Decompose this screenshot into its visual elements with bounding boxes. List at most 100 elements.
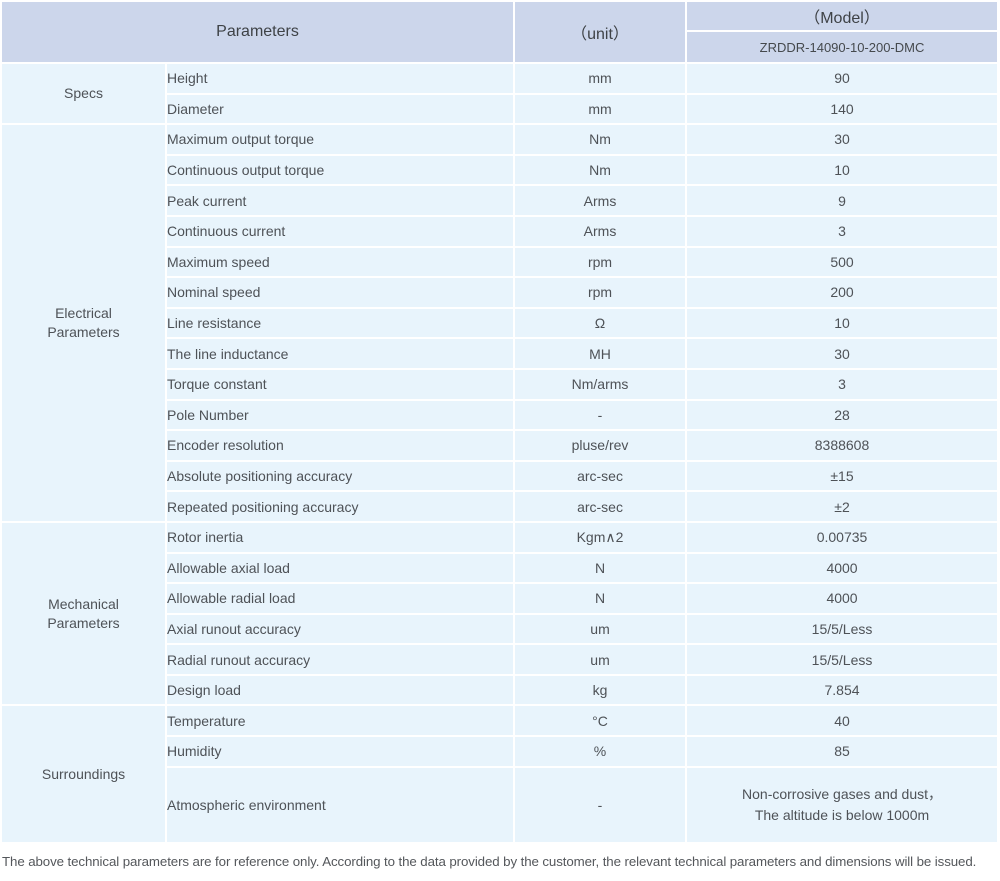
unit-cell: - [515,400,686,430]
category-cell-specs: Specs [2,64,165,124]
table-row: Continuous current Arms 3 [2,216,998,246]
table-row: Surroundings Temperature °C 40 [2,706,998,842]
value-cell: 200 [687,278,998,307]
unit-cell: - [515,767,686,842]
table-row: Line resistance Ω 10 [2,308,998,338]
table-row: Repeated positioning accuracy arc-sec ±2 [2,492,998,521]
param-cell: Line resistance [167,308,514,338]
table-row: Design load kg 7.854 [2,675,998,705]
disclaimer-note: The above technical parameters are for r… [2,853,977,869]
unit-cell: Nm [515,155,686,185]
value-cell: 4000 [687,553,998,583]
unit-cell: Kgm∧2 [515,522,686,552]
value-line-2: The altitude is below 1000m [754,806,930,823]
param-cell: Atmospheric environment [167,767,514,842]
value-cell: ±15 [687,461,998,491]
model-header: （Model） [687,2,998,30]
unit-cell: N [515,553,686,583]
value-cell: 40 [687,706,998,736]
value-cell: 140 [687,94,998,124]
param-cell: Allowable axial load [167,553,514,583]
value-cell: 0.00735 [687,522,998,552]
unit-cell: pluse/rev [515,431,686,460]
table-row: Atmospheric environment - Non-corrosive … [2,767,998,842]
value-cell: 4000 [687,584,998,613]
param-cell: Maximum speed [167,247,514,277]
table-row: Maximum speed rpm 500 [2,247,998,277]
header-row-1: Parameters （unit） （Model） [2,2,998,62]
unit-cell: °C [515,706,686,736]
table-row: Peak current Arms 9 [2,186,998,215]
table-row: Allowable axial load N 4000 [2,553,998,583]
category-cell-surroundings: Surroundings [2,706,165,842]
param-cell: Peak current [167,186,514,215]
unit-cell: um [515,614,686,644]
table-row: Radial runout accuracy um 15/5/Less [2,645,998,674]
unit-cell: mm [515,94,686,124]
unit-cell: Nm/arms [515,369,686,399]
header-row-2: ZRDDR-14090-10-200-DMC [2,32,998,62]
unit-cell: Arms [515,216,686,246]
value-cell: Non-corrosive gases and dust， The altitu… [687,767,998,842]
value-cell: 500 [687,247,998,277]
table-row: Electrical Parameters Maximum output tor… [2,125,998,521]
unit-cell: % [515,737,686,766]
param-cell: Torque constant [167,369,514,399]
value-cell: 3 [687,369,998,399]
unit-cell: kg [515,675,686,705]
table-row: Humidity % 85 [2,737,998,766]
param-cell: Pole Number [167,400,514,430]
param-cell: Axial runout accuracy [167,614,514,644]
param-cell: The line inductance [167,339,514,368]
param-cell: Diameter [167,94,514,124]
value-cell: 3 [687,216,998,246]
table-row: Allowable radial load N 4000 [2,584,998,613]
value-cell: ±2 [687,492,998,521]
unit-cell: Arms [515,186,686,215]
table-row: Continuous output torque Nm 10 [2,155,998,185]
table-row: Pole Number - 28 [2,400,998,430]
unit-cell: arc-sec [515,492,686,521]
param-cell: Design load [167,675,514,705]
table-row: Diameter mm 140 [2,94,998,124]
value-cell: 15/5/Less [687,614,998,644]
value-cell: 28 [687,400,998,430]
param-cell: Radial runout accuracy [167,645,514,674]
unit-cell: arc-sec [515,461,686,491]
param-cell: Repeated positioning accuracy [167,492,514,521]
param-cell: Allowable radial load [167,584,514,613]
param-cell: Temperature [167,706,514,736]
value-cell: 8388608 [687,431,998,460]
table-row: Absolute positioning accuracy arc-sec ±1… [2,461,998,491]
value-cell: 90 [687,64,998,93]
table-row: Specs Height mm 90 [2,64,998,124]
value-cell: 10 [687,155,998,185]
param-cell: Nominal speed [167,278,514,307]
value-cell: 30 [687,125,998,154]
param-cell: Continuous current [167,216,514,246]
unit-cell: mm [515,64,686,93]
param-cell: Absolute positioning accuracy [167,461,514,491]
value-cell: 7.854 [687,675,998,705]
table-row: Nominal speed rpm 200 [2,278,998,307]
table-row: The line inductance MH 30 [2,339,998,368]
value-cell: 10 [687,308,998,338]
unit-cell: MH [515,339,686,368]
unit-cell: Ω [515,308,686,338]
unit-cell: N [515,584,686,613]
param-cell: Maximum output torque [167,125,514,154]
unit-cell: rpm [515,278,686,307]
unit-cell: Nm [515,125,686,154]
value-cell: 30 [687,339,998,368]
table-row: Mechanical Parameters Rotor inertia Kgm∧… [2,522,998,705]
param-cell: Height [167,64,514,93]
param-cell: Rotor inertia [167,522,514,552]
unit-header: （unit） [515,2,686,62]
value-cell: 85 [687,737,998,766]
unit-cell: rpm [515,247,686,277]
value-cell: 9 [687,186,998,215]
table-row: Encoder resolution pluse/rev 8388608 [2,431,998,460]
table-row: Torque constant Nm/arms 3 [2,369,998,399]
param-cell: Encoder resolution [167,431,514,460]
